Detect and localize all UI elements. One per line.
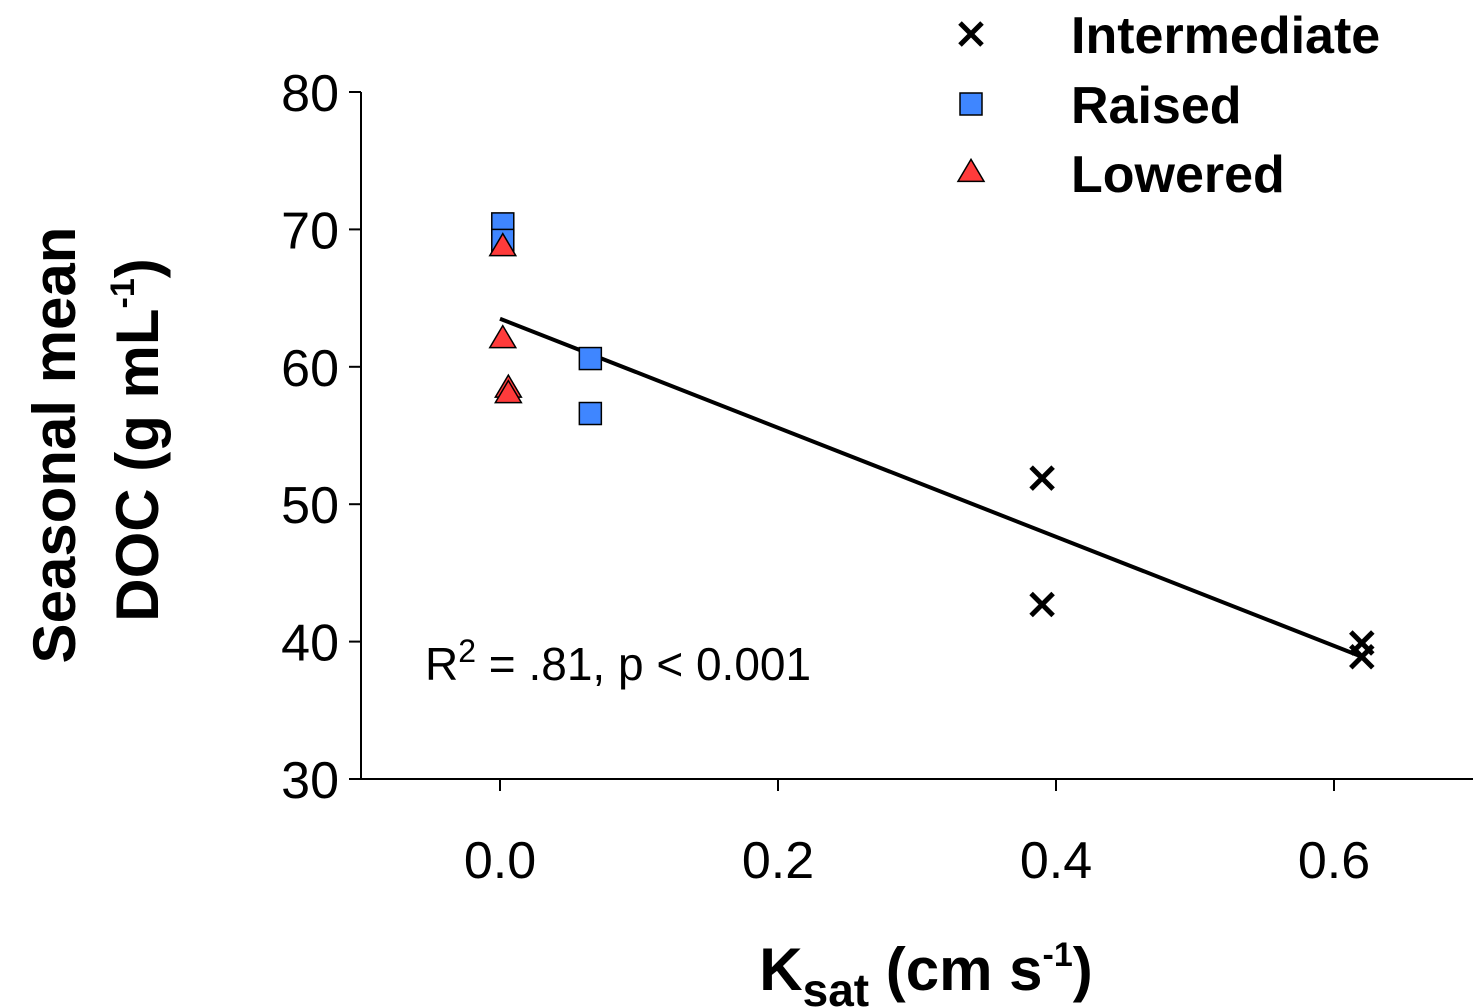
x-tick-label: 0.6 [1298, 832, 1370, 890]
x-title-superscript: -1 [1043, 936, 1073, 974]
legend-label-raised: Raised [1071, 77, 1242, 135]
y-tick-label: 40 [281, 615, 339, 673]
x-tick-label: 0.2 [742, 832, 814, 890]
x-tick-label: 0.4 [1020, 832, 1092, 890]
point-raised [578, 346, 603, 371]
y-tick-label: 50 [281, 477, 339, 535]
point-intermediate [1029, 591, 1055, 618]
y-axis-title: Seasonal mean DOC (g mL-1) [21, 227, 171, 664]
plot-area: 30 40 50 60 70 80 0.0 0.2 0.4 0.6 [281, 65, 1473, 890]
point-intermediate [1349, 643, 1375, 670]
y-title-line2-main: DOC (g mL [104, 308, 171, 621]
data-points [488, 212, 1375, 670]
regression-trendline [499, 316, 1363, 659]
x-tick-label: 0.0 [464, 832, 536, 890]
x-title-subscript: sat [803, 964, 869, 1008]
y-tick-label: 70 [281, 202, 339, 260]
y-title-superscript: -1 [104, 278, 142, 308]
point-raised [578, 401, 603, 426]
y-title-line2: DOC (g mL-1) [104, 258, 171, 622]
point-lowered [494, 379, 523, 404]
stat-r-superscript: 2 [458, 633, 476, 669]
legend-marker-intermediate [958, 21, 984, 47]
y-tick-label: 30 [281, 752, 339, 810]
point-lowered [488, 324, 518, 349]
y-tick-label: 80 [281, 65, 339, 123]
x-title-k: K [759, 936, 802, 1003]
x-title-close: ) [1073, 936, 1093, 1003]
y-tick-label: 60 [281, 340, 339, 398]
y-title-close: ) [104, 258, 171, 278]
legend-marker-lowered [956, 157, 986, 183]
legend: Intermediate Raised Lowered [956, 7, 1380, 204]
y-title-line1: Seasonal mean [21, 227, 88, 664]
x-axis-title: Ksat (cm s-1) [759, 936, 1092, 1008]
legend-label-lowered: Lowered [1071, 146, 1285, 204]
legend-marker-raised [959, 92, 983, 116]
stat-r-letter: R [425, 638, 458, 690]
stat-annotation: R2 = .81, p < 0.001 [425, 633, 811, 690]
stat-r-value-text: = .81, p < 0.001 [476, 638, 811, 690]
x-title-units: (cm s [869, 936, 1042, 1003]
y-axis-ticks: 30 40 50 60 70 80 [281, 65, 361, 810]
point-intermediate [1029, 465, 1055, 491]
point-lowered [488, 232, 518, 257]
legend-label-intermediate: Intermediate [1071, 7, 1380, 65]
x-axis-ticks: 0.0 0.2 0.4 0.6 [464, 779, 1370, 890]
